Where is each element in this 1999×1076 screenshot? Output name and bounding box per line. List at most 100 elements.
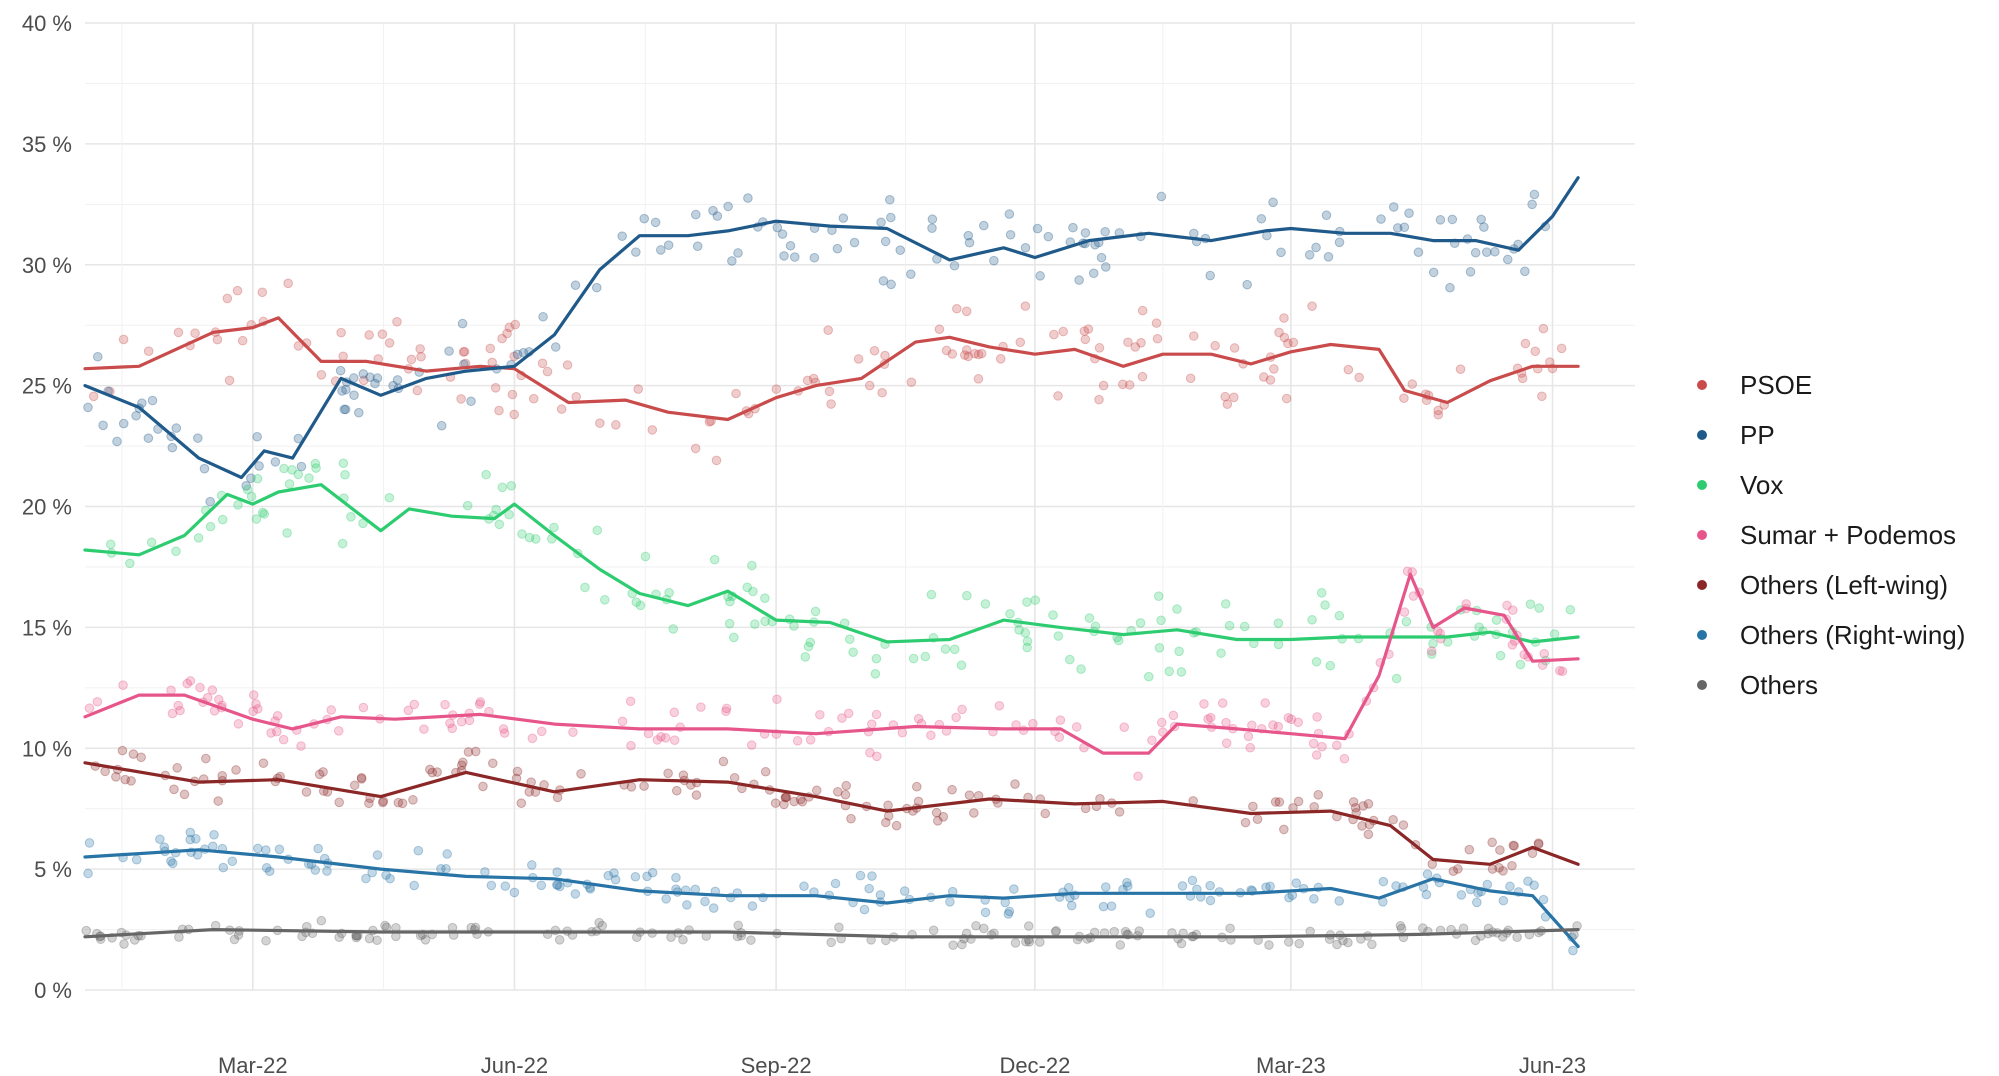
poll-point	[772, 222, 783, 233]
poll-point	[1398, 820, 1409, 830]
poll-point	[960, 350, 970, 360]
poll-point	[311, 463, 321, 473]
poll-point	[635, 600, 646, 611]
legend-key	[1690, 523, 1714, 547]
poll-point	[340, 404, 351, 415]
poll-point	[232, 285, 243, 296]
poll-point	[445, 718, 455, 729]
poll-point	[1269, 364, 1279, 374]
poll-point	[168, 858, 178, 869]
poll-point	[304, 473, 314, 483]
poll-point	[283, 278, 293, 289]
poll-point	[1476, 214, 1486, 225]
y-axis-ticks: 0 % 5 % 10 % 15 % 20 % 25 % 30 % 35 % 40 %	[22, 11, 72, 1003]
poll-point	[1334, 610, 1345, 621]
poll-point	[562, 360, 573, 370]
poll-point	[1512, 932, 1522, 942]
poll-point	[1051, 926, 1062, 936]
legend-label: PP	[1740, 419, 1775, 450]
poll-point	[199, 463, 210, 474]
poll-point	[118, 334, 129, 345]
poll-point	[1515, 659, 1526, 670]
poll-point	[457, 318, 468, 329]
poll-point	[237, 335, 248, 346]
poll-point	[1009, 884, 1019, 894]
poll-point	[456, 394, 466, 404]
poll-point	[1098, 380, 1109, 391]
trend-line	[83, 572, 1580, 755]
poll-point	[951, 712, 961, 723]
poll-point	[1137, 305, 1148, 316]
poll-point	[570, 280, 581, 291]
poll-point	[1448, 866, 1459, 876]
poll-point	[979, 220, 989, 231]
poll-point	[364, 330, 374, 340]
poll-point	[1080, 228, 1091, 238]
poll-point	[926, 730, 936, 741]
poll-point	[865, 747, 875, 758]
poll-point	[190, 328, 200, 339]
legend-item: Others (Left-wing)	[1690, 560, 1965, 610]
poll-point	[743, 193, 753, 203]
poll-point	[1188, 331, 1199, 341]
poll-point	[1133, 771, 1143, 782]
poll-point	[502, 328, 512, 339]
poll-point	[227, 856, 238, 867]
y-tick-label: 30 %	[22, 253, 72, 278]
poll-point	[1284, 892, 1294, 903]
poll-point	[1343, 937, 1353, 948]
poll-point	[725, 596, 735, 607]
poll-point	[440, 699, 450, 710]
poll-point	[83, 868, 93, 879]
poll-point	[1520, 338, 1531, 349]
poll-point	[1565, 604, 1576, 615]
poll-point	[1010, 938, 1021, 948]
poll-point	[1428, 638, 1438, 649]
poll-point	[1274, 797, 1285, 807]
poll-point	[1308, 738, 1319, 749]
poll-point	[403, 705, 414, 716]
poll-point	[143, 346, 154, 356]
poll-point	[351, 932, 362, 943]
poll-point	[855, 870, 866, 881]
poll-point	[406, 354, 417, 365]
poll-point	[494, 519, 505, 530]
poll-point	[908, 653, 919, 664]
poll-point	[1088, 268, 1099, 279]
legend-dot-icon	[1697, 480, 1707, 490]
poll-point	[129, 935, 140, 945]
poll-point	[393, 797, 404, 808]
poll-point	[524, 532, 535, 543]
poll-point	[630, 871, 641, 882]
poll-point	[1080, 803, 1091, 814]
poll-point	[656, 731, 666, 742]
poll-point	[941, 345, 952, 356]
poll-point	[212, 334, 223, 345]
poll-point	[1391, 673, 1402, 684]
poll-point	[772, 694, 782, 705]
poll-point	[174, 932, 184, 942]
poll-point	[231, 765, 241, 775]
poll-point	[1259, 372, 1269, 382]
y-tick-label: 0 %	[34, 978, 72, 1003]
poll-point	[1283, 713, 1294, 723]
poll-point	[1221, 717, 1231, 728]
poll-point	[949, 260, 960, 271]
legend-key	[1690, 373, 1714, 397]
grid-lines	[85, 22, 1635, 991]
poll-point	[1256, 213, 1267, 224]
poll-point	[310, 865, 321, 875]
poll-point	[84, 703, 95, 714]
poll-point	[760, 766, 771, 777]
poll-point	[205, 496, 215, 507]
poll-point	[876, 217, 886, 228]
poll-point	[1363, 829, 1374, 840]
poll-point	[1024, 936, 1035, 947]
poll-point	[1032, 223, 1043, 234]
y-tick-label: 15 %	[22, 615, 72, 640]
poll-point	[318, 767, 328, 777]
poll-point	[826, 937, 836, 948]
poll-point	[356, 773, 367, 783]
poll-point	[1279, 824, 1289, 835]
